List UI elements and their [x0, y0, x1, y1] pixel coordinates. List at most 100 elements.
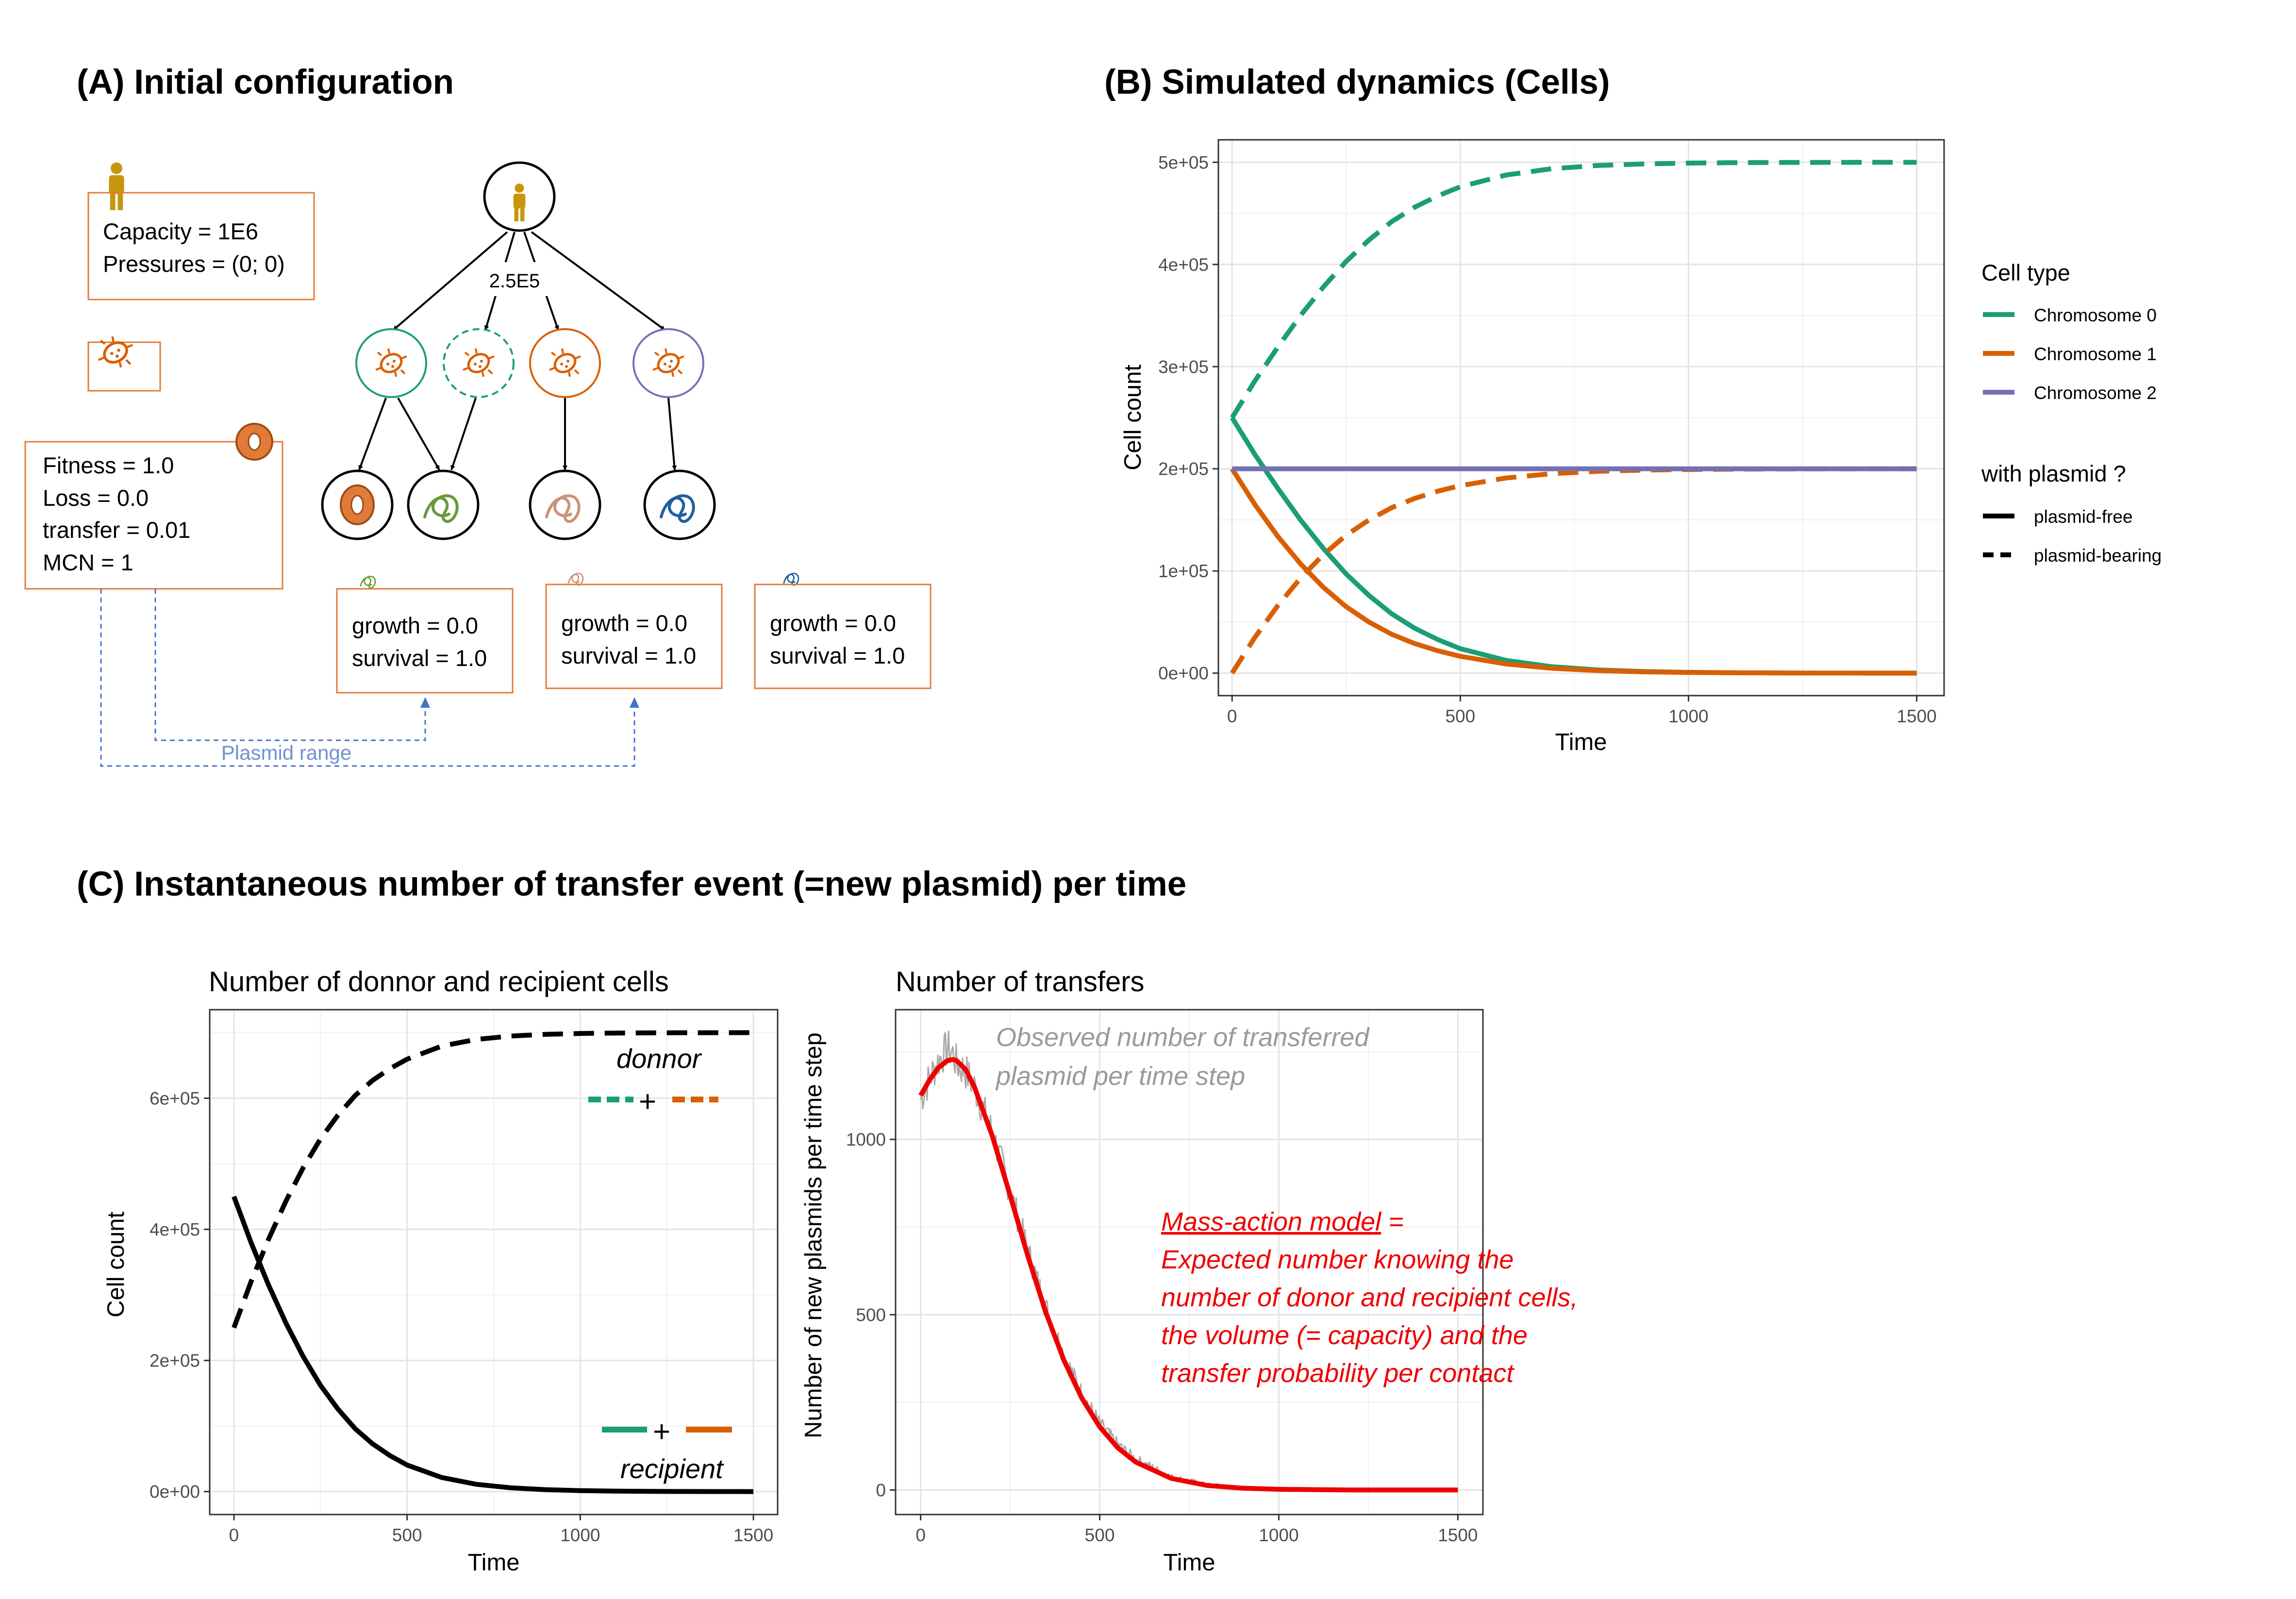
x-tick-label: 1000 — [1668, 706, 1708, 726]
model-note-line3: the volume (= capacity) and the — [1161, 1321, 1528, 1350]
panel-b-legend: Cell type Chromosome 0 Chromosome 1 Chro… — [1981, 260, 2162, 566]
legend-type-title: Cell type — [1981, 260, 2070, 285]
cell-type-config — [87, 336, 161, 392]
panel-c-right-x-ticks: 0 500 1000 1500 — [915, 1515, 1478, 1545]
y-tick-label: 0e+00 — [150, 1482, 200, 1502]
x-tick-label: 0 — [229, 1525, 239, 1545]
plasmid-config: Fitness = 1.0 Loss = 0.0 transfer = 0.01… — [24, 423, 283, 590]
y-tick-label: 4e+05 — [1158, 255, 1209, 275]
series-line-1 — [232, 1196, 754, 1494]
x-tick-label: 1000 — [560, 1525, 600, 1545]
series-line-1 — [918, 1057, 1458, 1493]
x-tick-label: 1500 — [1897, 706, 1936, 726]
model-note-line2: number of donor and recipient cells, — [1161, 1283, 1578, 1312]
cell-type-box — [87, 341, 161, 392]
legend-chrom0: Chromosome 0 — [2034, 305, 2157, 325]
panel-c-left-y-ticks: 0e+00 2e+05 4e+05 6e+05 — [150, 1088, 210, 1502]
host-config: Capacity = 1E6 Pressures = (0; 0) — [87, 162, 315, 300]
chromosome-node-2 — [643, 469, 716, 540]
chrom1-survival: survival = 1.0 — [561, 643, 696, 668]
x-tick-label: 0 — [1227, 706, 1237, 726]
chrom0-growth: growth = 0.0 — [352, 613, 478, 638]
range-arrow-1 — [630, 697, 639, 708]
cell-node-chrom0-plasmid — [443, 328, 515, 398]
recipient-annotation: + recipient — [602, 1415, 732, 1484]
observed-note-line1: Observed number of transferred — [996, 1023, 1370, 1052]
x-tick-label: 0 — [915, 1525, 926, 1545]
chrom-config-1: growth = 0.0 survival = 1.0 — [545, 572, 723, 689]
donor-label: donnor — [616, 1043, 702, 1074]
chromosome-icon — [567, 572, 584, 586]
y-tick-label: 500 — [856, 1305, 886, 1325]
x-tick-label: 500 — [392, 1525, 422, 1545]
panel-c: (C) Instantaneous number of transfer eve… — [77, 865, 1578, 1576]
panel-c-right-title: Number of transfers — [896, 966, 1145, 998]
chrom-config-0: growth = 0.0 survival = 1.0 — [336, 575, 514, 694]
recipient-label: recipient — [620, 1453, 724, 1484]
x-tick-label: 500 — [1445, 706, 1475, 726]
initial-count-label: 2.5E5 — [489, 270, 540, 292]
panel-c-left-title: Number of donnor and recipient cells — [209, 966, 669, 998]
plasmid-mcn: MCN = 1 — [43, 550, 133, 575]
host-capacity: Capacity = 1E6 — [103, 218, 258, 244]
person-icon — [109, 162, 124, 210]
chromosome-node-1 — [529, 469, 601, 540]
svg-text:Mass-action model =: Mass-action model = — [1161, 1207, 1404, 1236]
plasmid-ring-icon — [340, 484, 375, 525]
chrom2-growth: growth = 0.0 — [770, 610, 896, 636]
plasmid-range-connector — [100, 589, 635, 767]
legend-plasmid-free: plasmid-free — [2034, 507, 2133, 527]
plasmid-loss: Loss = 0.0 — [43, 485, 149, 511]
chrom2-survival: survival = 1.0 — [770, 643, 905, 668]
x-tick-label: 1500 — [1438, 1525, 1478, 1545]
chrom1-growth: growth = 0.0 — [561, 610, 687, 636]
chrom0-survival: survival = 1.0 — [352, 645, 487, 671]
y-tick-label: 3e+05 — [1158, 357, 1209, 377]
panel-c-right-x-label: Time — [1163, 1549, 1215, 1576]
y-tick-label: 0e+00 — [1158, 664, 1209, 683]
cell-node-chrom0-free — [355, 328, 427, 398]
donor-annotation: donnor + — [588, 1043, 718, 1118]
model-note-line4: transfer probability per contact — [1161, 1359, 1514, 1388]
panel-b-x-ticks: 0 500 1000 1500 — [1227, 696, 1937, 726]
bacterium-icon — [99, 336, 133, 367]
y-tick-label: 4e+05 — [150, 1219, 200, 1239]
plasmid-transfer: transfer = 0.01 — [43, 517, 190, 543]
panel-b: (B) Simulated dynamics (Cells) 0e+00 1e+0… — [1104, 63, 2162, 755]
panel-b-x-label: Time — [1555, 729, 1607, 755]
y-tick-label: 5e+05 — [1158, 152, 1209, 172]
series-line-0 — [232, 1030, 754, 1329]
legend-plasmid-title: with plasmid ? — [1981, 461, 2126, 486]
host-config-box — [87, 192, 315, 300]
panel-c-left-x-label: Time — [467, 1549, 519, 1576]
chromosome-node-0 — [407, 469, 480, 540]
legend-chrom2: Chromosome 2 — [2034, 383, 2157, 403]
y-tick-label: 2e+05 — [1158, 459, 1209, 479]
host-pressures: Pressures = (0; 0) — [103, 251, 285, 277]
panel-b-title: (B) Simulated dynamics (Cells) — [1104, 63, 1610, 101]
cell-node-chrom2 — [632, 328, 704, 398]
panel-c-left-y-label: Cell count — [103, 1212, 129, 1317]
panel-c-title: (C) Instantaneous number of transfer eve… — [77, 865, 1186, 903]
panel-c-left-x-ticks: 0 500 1000 1500 — [229, 1515, 773, 1545]
panel-c-right-y-label: Number of new plasmids per time step — [800, 1033, 827, 1438]
plasmid-config-box — [24, 441, 283, 590]
chrom-config-box-1 — [545, 583, 723, 689]
panel-c-right-series — [918, 1030, 1458, 1493]
cell-node-chrom1 — [529, 328, 601, 398]
recipient-plus: + — [653, 1415, 670, 1449]
legend-plasmid-bearing: plasmid-bearing — [2034, 546, 2162, 566]
panel-a-title: (A) Initial configuration — [77, 63, 454, 101]
model-annotation: Mass-action model = Expected number know… — [1161, 1207, 1578, 1388]
panel-a: (A) Initial configuration Capacity = 1E6… — [24, 63, 932, 767]
panel-b-series — [1230, 160, 1917, 676]
panel-c-left-series — [232, 1030, 754, 1494]
chrom-config-2: growth = 0.0 survival = 1.0 — [754, 572, 932, 689]
x-tick-label: 1000 — [1259, 1525, 1298, 1545]
observed-annotation: Observed number of transferred plasmid p… — [995, 1023, 1370, 1091]
plasmid-ring-icon — [235, 423, 273, 461]
config-tree: 2.5E5 — [321, 161, 716, 540]
panel-c-right-y-ticks: 0 500 1000 — [846, 1130, 896, 1500]
plasmid-fitness: Fitness = 1.0 — [43, 452, 174, 478]
